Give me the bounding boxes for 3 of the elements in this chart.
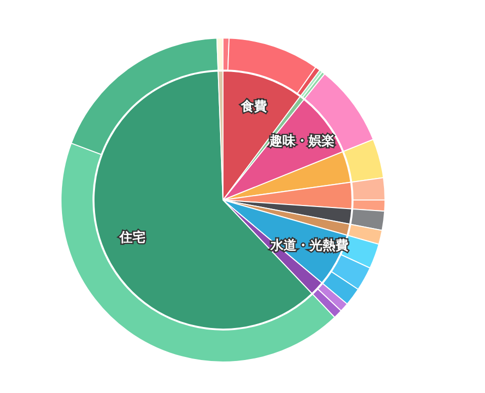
slice-label: 住宅 <box>118 230 146 246</box>
slice-label: 食費 <box>240 99 267 114</box>
slice-label: 趣味・娯楽 <box>268 134 334 150</box>
